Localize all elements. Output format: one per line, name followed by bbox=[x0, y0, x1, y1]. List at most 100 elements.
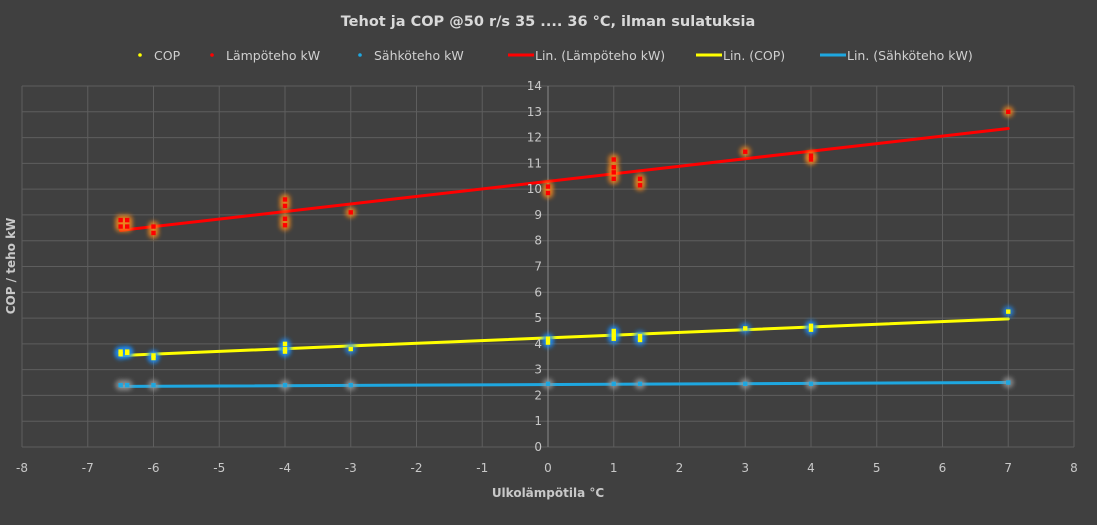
x-tick-label: -1 bbox=[476, 461, 488, 475]
data-point bbox=[545, 190, 551, 196]
data-point bbox=[118, 349, 123, 354]
data-point bbox=[1006, 380, 1011, 385]
data-point bbox=[637, 337, 643, 343]
data-point bbox=[611, 328, 616, 334]
legend: COP Lämpöteho kW Sähköteho kW Lin. (Lämpöte… bbox=[138, 48, 973, 63]
data-point bbox=[611, 176, 616, 182]
y-tick-label: 6 bbox=[534, 285, 542, 299]
data-point bbox=[545, 340, 551, 345]
data-point bbox=[637, 176, 643, 182]
y-tick-label: 5 bbox=[534, 311, 542, 325]
y-tick-label: 2 bbox=[534, 388, 542, 402]
y-tick-label: 13 bbox=[527, 105, 542, 119]
data-point bbox=[125, 217, 130, 223]
series-cop bbox=[115, 306, 1014, 364]
data-point bbox=[282, 349, 288, 354]
data-point bbox=[282, 197, 288, 202]
data-point bbox=[545, 184, 551, 189]
data-point bbox=[125, 350, 130, 356]
y-tick-label: 14 bbox=[527, 79, 542, 93]
data-point bbox=[808, 323, 814, 329]
data-point bbox=[808, 153, 814, 158]
data-point bbox=[611, 157, 616, 162]
y-tick-label: 11 bbox=[527, 156, 542, 170]
trendline bbox=[119, 127, 1010, 232]
data-point bbox=[611, 170, 616, 175]
data-point bbox=[118, 351, 123, 357]
data-point bbox=[1006, 109, 1011, 114]
data-point bbox=[125, 382, 130, 388]
legend-marker bbox=[210, 53, 214, 57]
trendline bbox=[119, 381, 1010, 388]
legend-label: Sähköteho kW bbox=[374, 48, 464, 63]
y-tick-label: 3 bbox=[534, 363, 542, 377]
y-tick-label: 9 bbox=[534, 208, 542, 222]
x-tick-label: -8 bbox=[16, 461, 28, 475]
y-tick-label: 0 bbox=[534, 440, 542, 454]
data-point bbox=[282, 223, 288, 228]
data-point bbox=[151, 230, 156, 236]
x-tick-label: 5 bbox=[873, 461, 881, 475]
x-tick-label: 8 bbox=[1070, 461, 1078, 475]
y-tick-label: 4 bbox=[534, 337, 542, 351]
y-tick-label: 10 bbox=[527, 182, 542, 196]
data-point bbox=[151, 355, 156, 361]
data-point bbox=[118, 382, 123, 388]
data-point bbox=[808, 381, 814, 387]
x-tick-label: -5 bbox=[213, 461, 225, 475]
legend-marker bbox=[358, 53, 362, 57]
x-tick-label: -2 bbox=[411, 461, 423, 475]
data-point bbox=[545, 336, 551, 341]
data-point bbox=[348, 346, 353, 352]
data-point bbox=[282, 341, 288, 347]
data-point bbox=[743, 326, 748, 331]
data-point bbox=[125, 224, 130, 229]
data-points bbox=[115, 106, 1014, 391]
y-axis-title: COP / teho kW bbox=[4, 218, 18, 315]
series-s-hk-teho-kw bbox=[115, 377, 1014, 391]
data-point bbox=[151, 382, 156, 388]
trendline bbox=[119, 317, 1010, 357]
data-point bbox=[151, 224, 156, 229]
x-tick-label: -7 bbox=[82, 461, 94, 475]
y-tick-label: 12 bbox=[527, 131, 542, 145]
data-point bbox=[282, 203, 288, 209]
data-point bbox=[348, 382, 353, 388]
legend-label: Lämpöteho kW bbox=[226, 48, 320, 63]
legend-label: Lin. (Sähköteho kW) bbox=[847, 48, 973, 63]
x-tick-label: 3 bbox=[741, 461, 749, 475]
data-point bbox=[151, 353, 156, 358]
data-point bbox=[282, 382, 288, 388]
data-point bbox=[282, 216, 288, 221]
x-axis-title: Ulkolämpötila °C bbox=[492, 486, 605, 500]
x-tick-label: 2 bbox=[676, 461, 684, 475]
y-tick-label: 8 bbox=[534, 234, 542, 248]
data-point bbox=[611, 165, 616, 170]
data-point bbox=[118, 217, 123, 223]
series-l-mp-teho-kw bbox=[115, 106, 1014, 239]
chart-title: Tehot ja COP @50 r/s 35 .... 36 °C, ilma… bbox=[341, 14, 756, 30]
trendlines bbox=[119, 127, 1010, 388]
y-tick-label: 7 bbox=[534, 260, 542, 274]
data-point bbox=[348, 210, 353, 215]
x-tick-label: 7 bbox=[1004, 461, 1012, 475]
x-tick-label: 4 bbox=[807, 461, 815, 475]
data-point bbox=[743, 381, 748, 387]
data-point bbox=[545, 381, 551, 387]
data-point bbox=[637, 381, 643, 387]
x-tick-label: 0 bbox=[544, 461, 552, 475]
data-point bbox=[743, 149, 748, 154]
data-point bbox=[611, 336, 616, 341]
data-point bbox=[637, 183, 643, 188]
data-point bbox=[808, 327, 814, 332]
legend-label: COP bbox=[154, 48, 181, 63]
x-tick-label: 1 bbox=[610, 461, 618, 475]
data-point bbox=[118, 224, 123, 229]
legend-label: Lin. (COP) bbox=[723, 48, 785, 63]
data-point bbox=[808, 157, 814, 162]
x-tick-label: -3 bbox=[345, 461, 357, 475]
data-point bbox=[637, 333, 643, 339]
